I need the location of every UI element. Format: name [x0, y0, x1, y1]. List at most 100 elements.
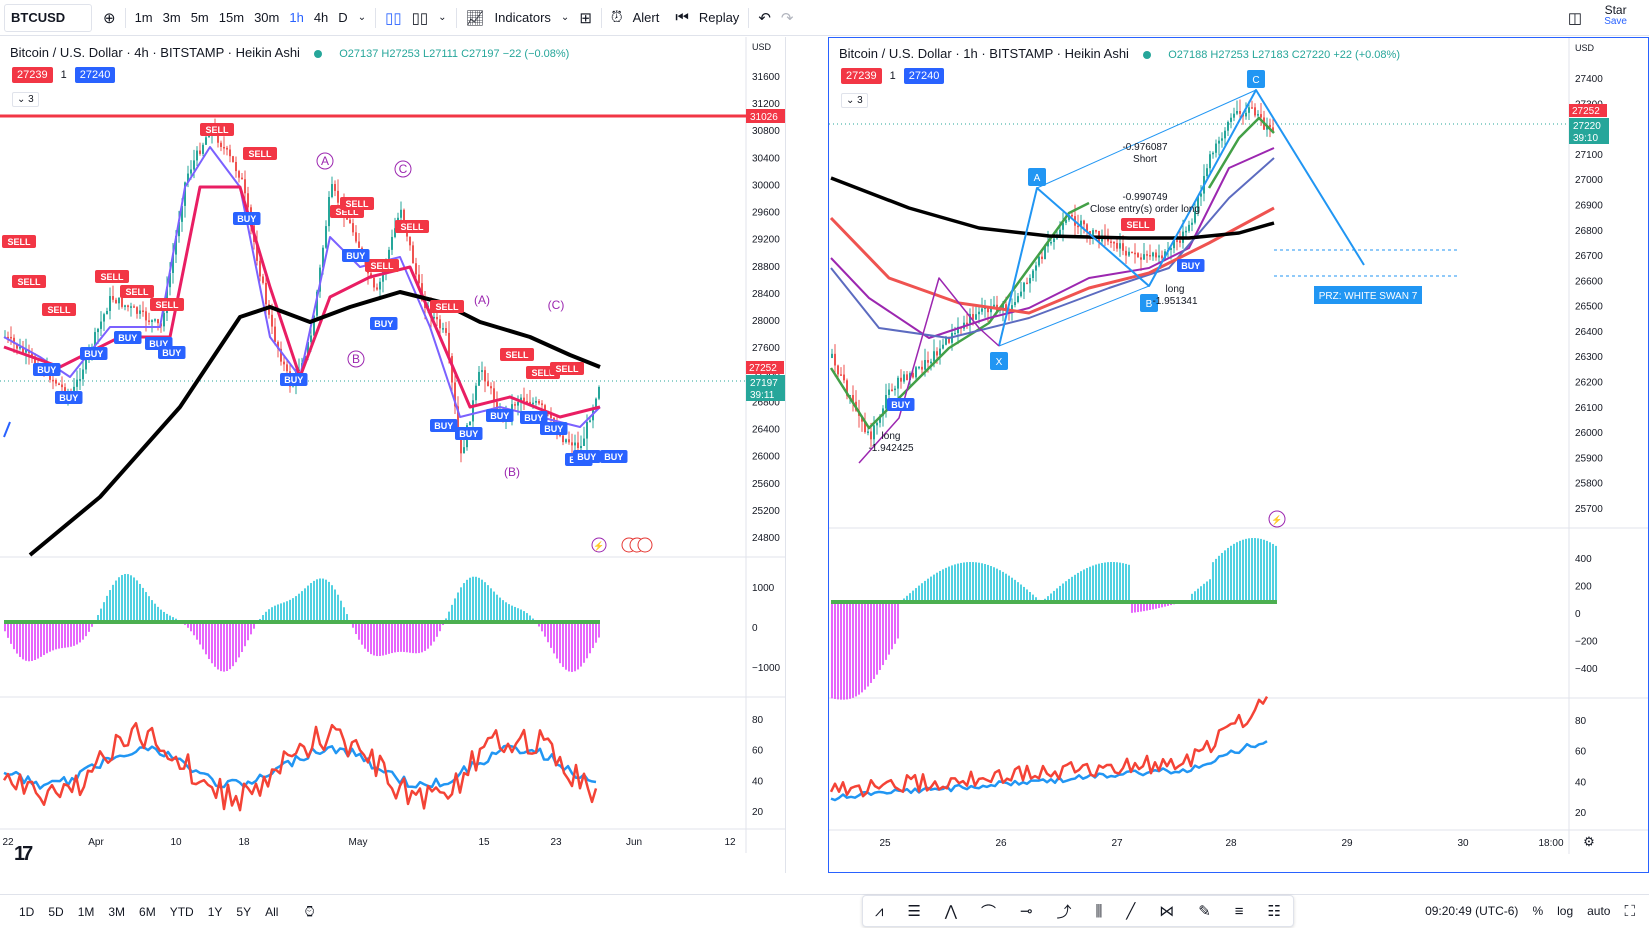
- osc-bar: [999, 570, 1001, 602]
- interval-30m[interactable]: 30m: [254, 10, 280, 25]
- osc-bar: [1158, 602, 1160, 609]
- collapse-indicators-button[interactable]: ⌄ 3: [12, 92, 39, 107]
- interval-4h[interactable]: 4h: [313, 10, 329, 25]
- percent-toggle[interactable]: %: [1532, 904, 1544, 918]
- collapse-indicators-button[interactable]: ⌄ 3: [841, 93, 868, 108]
- chevron-down-icon[interactable]: ⌄: [357, 12, 367, 23]
- osc-bar: [142, 587, 144, 622]
- price-tick: 26800: [752, 397, 780, 408]
- sell-signal-bg: [395, 220, 429, 233]
- close-timer: 39:11: [750, 390, 775, 401]
- osc-bar: [1200, 586, 1202, 602]
- redo-icon[interactable]: ↷: [780, 9, 794, 27]
- osc-bar: [220, 622, 222, 672]
- range-1y[interactable]: 1Y: [207, 904, 223, 919]
- osc-bar: [831, 602, 833, 699]
- interval-15m[interactable]: 15m: [218, 10, 245, 25]
- symbol-search[interactable]: BTCUSD: [4, 3, 92, 32]
- left-ohlc: O27137 H27253 L27111 C27197 −22 (−0.08%): [339, 48, 570, 60]
- time-tick: 23: [550, 837, 562, 848]
- right-candle: [945, 338, 947, 345]
- horizontal-line-icon[interactable]: ⊸: [1019, 903, 1033, 920]
- range-6m[interactable]: 6M: [139, 904, 156, 919]
- right-candle: [834, 353, 836, 366]
- range-3m[interactable]: 3M: [108, 904, 126, 919]
- range-1d[interactable]: 1D: [19, 904, 35, 919]
- right-chart-canvas[interactable]: USD2740027300272002710027000269002680026…: [829, 38, 1648, 872]
- event-flag-icon: [637, 537, 653, 553]
- left-candle: [157, 319, 159, 324]
- brush-icon[interactable]: ✎: [1198, 903, 1211, 920]
- pattern-tool-icon[interactable]: ⩘: [874, 902, 884, 920]
- range-1m[interactable]: 1M: [77, 904, 95, 919]
- sell-signal: SELL: [1126, 220, 1150, 230]
- sell-signal-bg: [95, 270, 129, 283]
- curve-tool-icon[interactable]: ⌒: [981, 903, 997, 921]
- chevron-down-icon[interactable]: ⌄: [560, 12, 570, 23]
- right-candle: [915, 367, 917, 378]
- log-toggle[interactable]: log: [1557, 904, 1574, 918]
- osc-bar: [550, 622, 552, 648]
- osc-bar: [589, 622, 591, 654]
- osc-bar: [1050, 593, 1052, 602]
- right-chart-pane[interactable]: USD2740027300272002710027000269002680026…: [828, 37, 1649, 873]
- xabcd-tool-icon[interactable]: ⋈: [1159, 903, 1175, 920]
- osc-bar: [1104, 562, 1106, 602]
- indicators-button[interactable]: Indicators: [494, 10, 551, 25]
- sell-price-button[interactable]: 27239: [12, 67, 53, 83]
- range-all[interactable]: All: [265, 904, 279, 919]
- chevron-down-icon[interactable]: ⌄: [438, 12, 447, 23]
- fib-channel-icon[interactable]: ≡: [1234, 902, 1244, 920]
- clock[interactable]: 09:20:49 (UTC-6): [1425, 904, 1519, 918]
- add-symbol-icon[interactable]: ⊕: [103, 9, 116, 27]
- osc-bar: [924, 580, 926, 602]
- ma-purple-line: [830, 147, 1275, 339]
- layout-split-icon[interactable]: ◫: [1567, 9, 1582, 27]
- sell-price-button[interactable]: 27239: [841, 68, 882, 84]
- replay-button[interactable]: Replay: [698, 10, 740, 25]
- right-candle: [1209, 154, 1211, 169]
- buy-signal-bg: [158, 346, 186, 359]
- buy-price-button[interactable]: 27240: [903, 68, 945, 84]
- interval-1h[interactable]: 1h: [289, 10, 304, 25]
- fullscreen-icon[interactable]: ⛶: [1624, 902, 1635, 920]
- interval-3m[interactable]: 3m: [162, 10, 181, 25]
- path-tool-icon[interactable]: ⤴: [1056, 903, 1072, 921]
- interval-5m[interactable]: 5m: [190, 10, 209, 25]
- candles-icon[interactable]: ▯▯: [411, 9, 429, 27]
- save-button[interactable]: Star Save: [1604, 4, 1627, 28]
- range-5y[interactable]: 5Y: [236, 904, 252, 919]
- osc-bar: [580, 622, 582, 667]
- wave-tool-icon[interactable]: ⋀: [944, 903, 958, 920]
- replay-icon[interactable]: ⏮︎: [675, 9, 689, 26]
- date-range-icon[interactable]: ⌚︎: [302, 903, 318, 921]
- osc-bar: [592, 622, 594, 649]
- buy-price-button[interactable]: 27240: [74, 67, 116, 83]
- osc-bar: [1209, 579, 1211, 602]
- osc-bar: [984, 564, 986, 602]
- left-chart-canvas[interactable]: USD3160031200308003040030000296002920028…: [0, 37, 786, 873]
- auto-toggle[interactable]: auto: [1587, 904, 1611, 918]
- undo-icon[interactable]: ↶: [758, 9, 771, 27]
- indicators-icon[interactable]: 📈︎: [465, 9, 485, 27]
- interval-1m[interactable]: 1m: [134, 10, 153, 25]
- layouts-icon[interactable]: ⊞: [579, 9, 592, 27]
- alert-button[interactable]: Alert: [632, 10, 660, 25]
- interval-D[interactable]: D: [338, 10, 348, 25]
- buy-signal: BUY: [490, 411, 509, 421]
- bar-style-icon[interactable]: ▯▯: [385, 9, 402, 27]
- bars-pattern-icon[interactable]: ⫼: [1095, 902, 1103, 920]
- osc-bar: [502, 600, 504, 622]
- right-legend: Bitcoin / U.S. Dollar · 1h · BITSTAMP · …: [839, 46, 1400, 61]
- alert-icon[interactable]: ⏰︎: [610, 9, 623, 26]
- range-5d[interactable]: 5D: [48, 904, 64, 919]
- range-ytd[interactable]: YTD: [169, 904, 194, 919]
- left-candle: [442, 328, 444, 330]
- right-candle: [1227, 121, 1229, 131]
- left-chart-pane[interactable]: USD 31600 31200 30800 30400 30000 29600 29200 28…: [0, 37, 786, 873]
- trend-line-icon[interactable]: ╱: [1126, 903, 1136, 920]
- fib-tool-icon[interactable]: ☰: [907, 903, 921, 920]
- left-candle: [433, 316, 435, 319]
- buy-signal-bg: [455, 427, 483, 440]
- settings-list-icon[interactable]: ☷: [1267, 903, 1281, 920]
